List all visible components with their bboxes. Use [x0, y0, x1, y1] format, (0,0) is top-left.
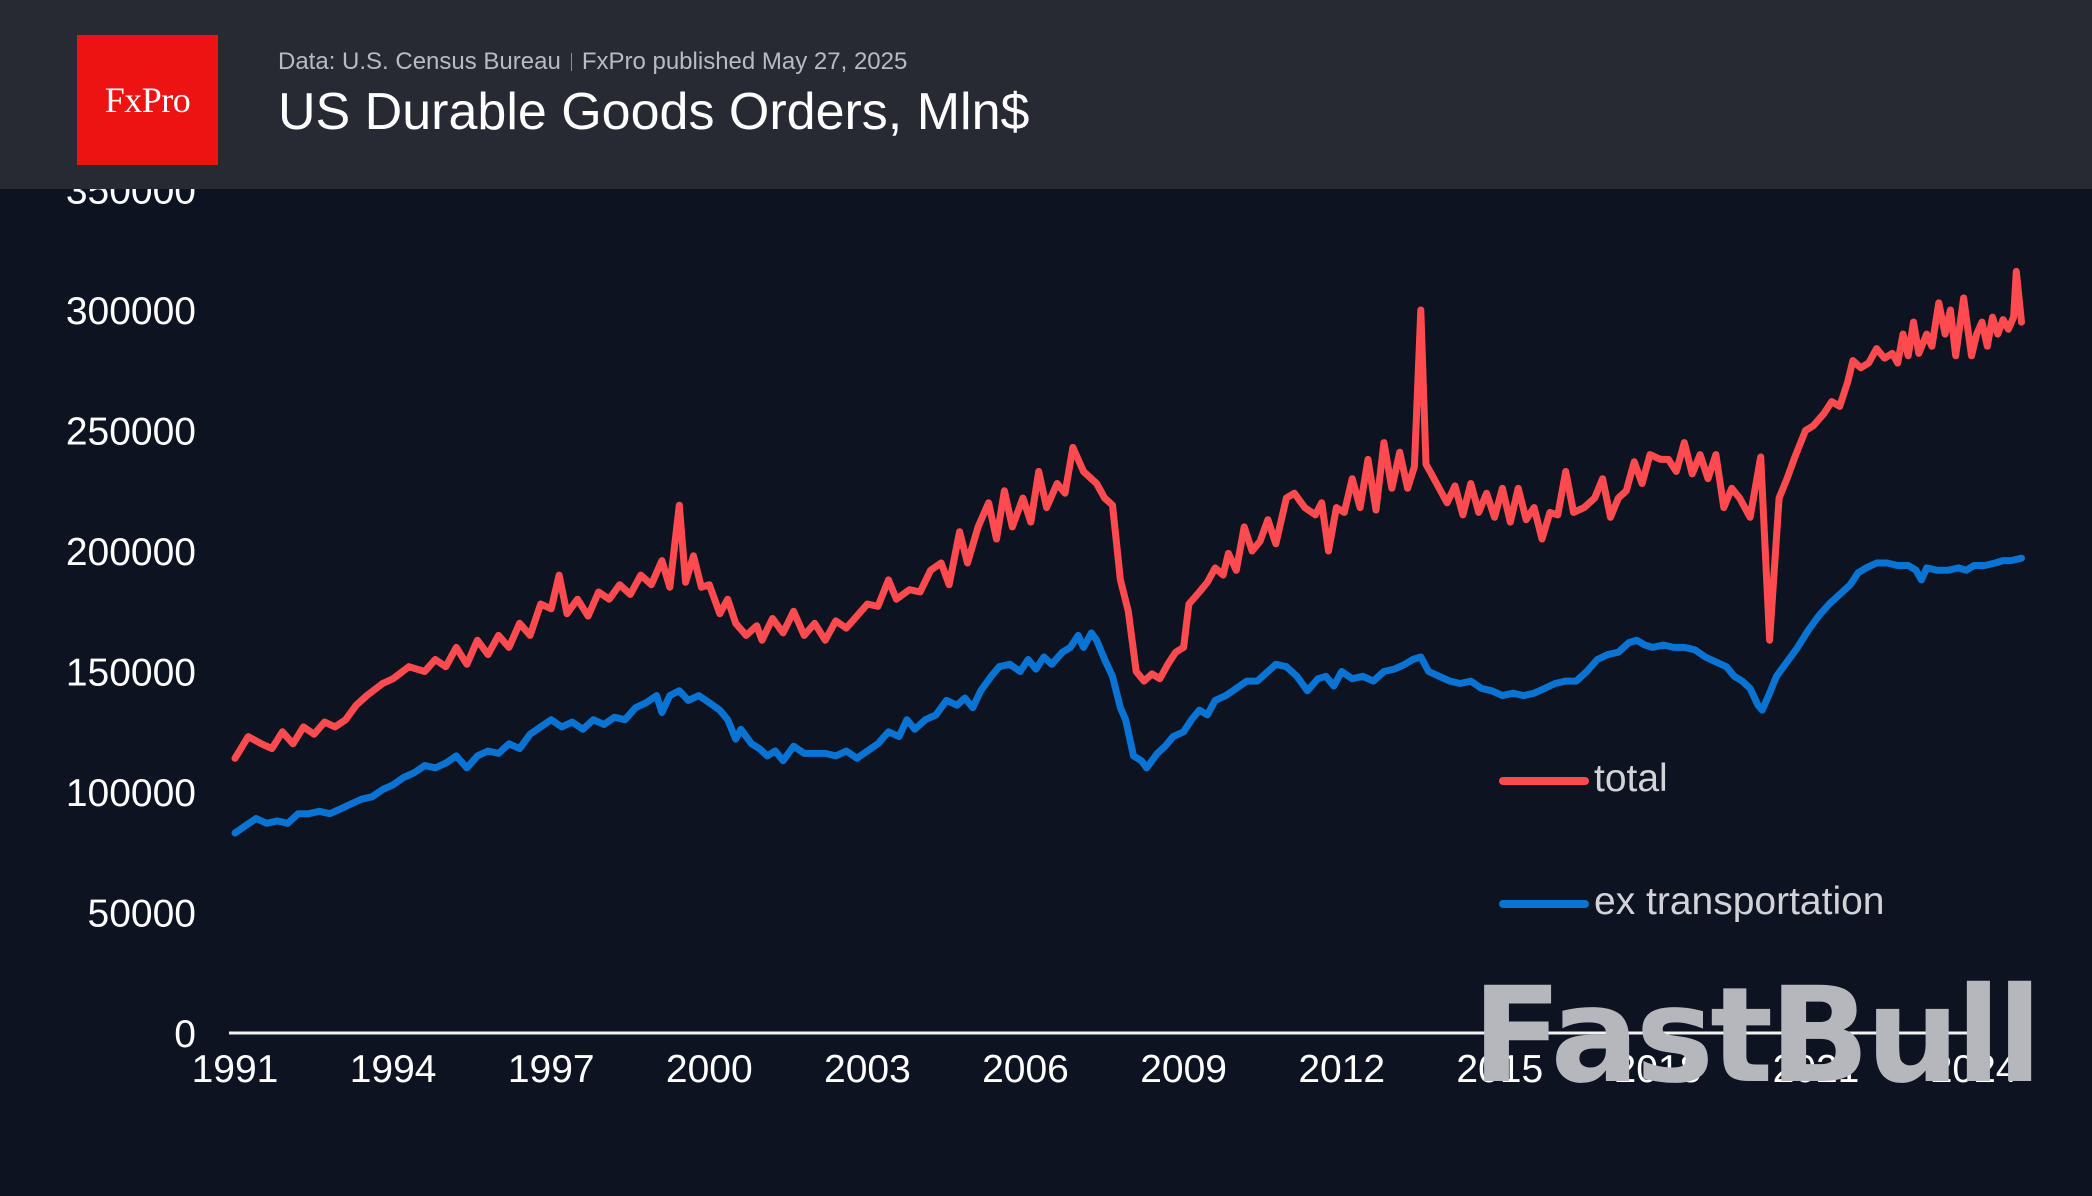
y-tick-label: 150000 [66, 652, 196, 695]
published-date: FxPro published May 27, 2025 [581, 48, 908, 75]
y-tick-label: 300000 [66, 290, 196, 333]
series-layer [231, 267, 2025, 837]
series-total [231, 267, 2025, 762]
y-tick-label: 0 [174, 1013, 196, 1056]
x-tick-label: 2006 [982, 1048, 1069, 1091]
x-tick-label: 1997 [508, 1048, 595, 1091]
x-tick-label: 2021 [1773, 1048, 1860, 1091]
x-tick-label: 2000 [666, 1048, 753, 1091]
series-ex-transportation [231, 554, 2025, 837]
y-tick-label: 250000 [66, 411, 196, 454]
x-tick-label: 2024 [1931, 1048, 2018, 1091]
y-tick-label: 50000 [88, 893, 196, 936]
legend-label-ex-transportation: ex transportation [1594, 880, 1885, 923]
x-axis-ticks: 1991 1994 1997 2000 2003 2006 2009 2012 2015 2018… [192, 1048, 2018, 1091]
x-tick-label: 1991 [192, 1048, 279, 1091]
data-source: Data: U.S. Census Bureau [278, 48, 561, 75]
chart-title: US Durable Goods Orders, Mln$ [278, 83, 1030, 141]
legend: total ex transportation [1499, 757, 1885, 923]
legend-label-total: total [1594, 757, 1668, 800]
x-tick-label: 2003 [824, 1048, 911, 1091]
separator [570, 53, 572, 71]
x-tick-label: 2018 [1615, 1048, 1702, 1091]
fastbull-watermark: FastBull [1472, 959, 2042, 1113]
x-tick-label: 1994 [350, 1048, 437, 1091]
y-tick-label: 200000 [66, 531, 196, 574]
y-tick-label: 100000 [66, 772, 196, 815]
y-axis-ticks: 0500001000001500002000002500003000003500… [66, 170, 196, 1057]
fxpro-logo: FxPro [77, 35, 218, 165]
x-tick-label: 2012 [1298, 1048, 1385, 1091]
x-tick-label: 2015 [1456, 1048, 1543, 1091]
chart-subtitle: Data: U.S. Census Bureau FxPro published … [278, 48, 907, 76]
logo-text: FxPro [104, 80, 191, 120]
series-line-total [231, 267, 2025, 762]
header: FxPro Data: U.S. Census Bureau FxPro publ… [0, 0, 2092, 189]
x-tick-label: 2009 [1140, 1048, 1227, 1091]
